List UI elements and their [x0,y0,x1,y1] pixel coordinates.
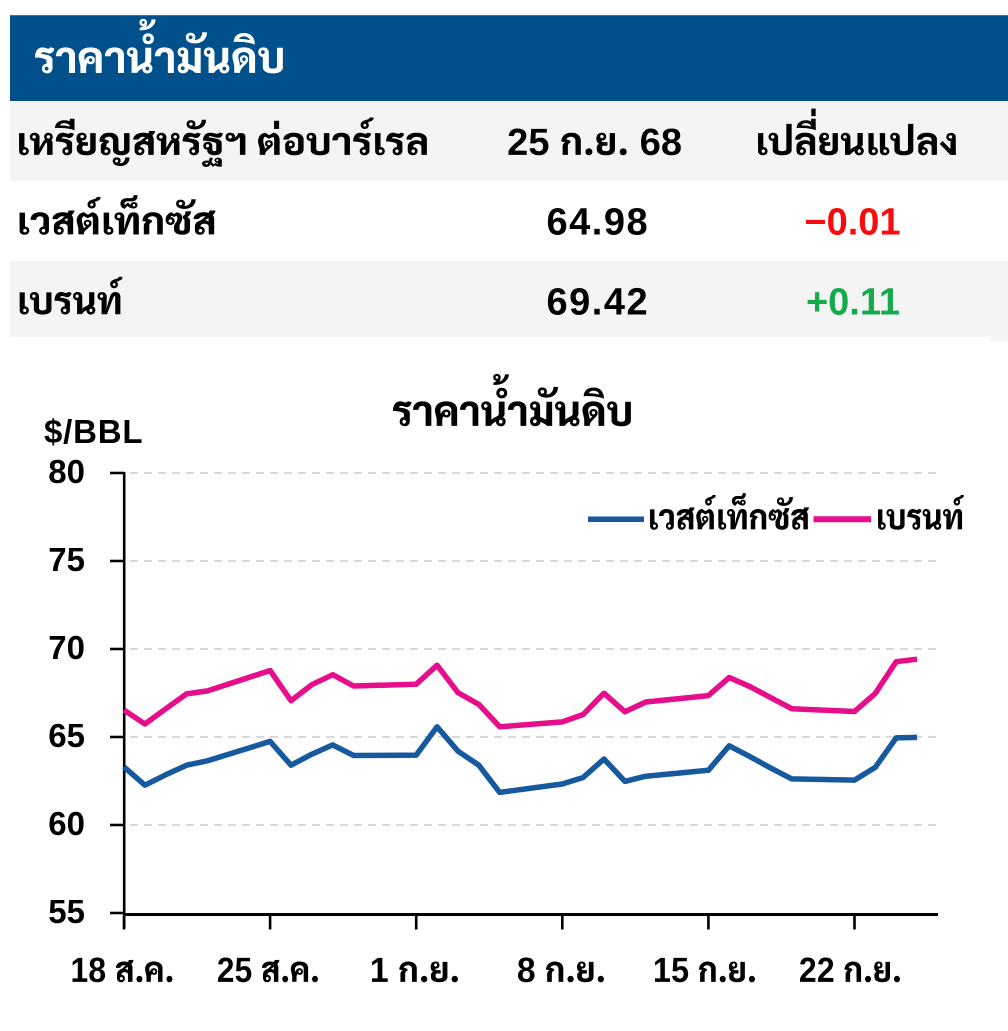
svg-text:75: 75 [48,541,85,578]
svg-text:+0.11: +0.11 [806,281,900,323]
svg-text:64.98: 64.98 [547,201,650,243]
svg-text:70: 70 [48,629,85,666]
svg-text:−0.01: −0.01 [804,201,900,243]
svg-text:65: 65 [48,717,85,754]
svg-text:55: 55 [48,893,85,930]
svg-text:80: 80 [48,453,85,490]
svg-text:69.42: 69.42 [547,281,650,323]
svg-text:60: 60 [48,805,85,842]
svg-text:$/BBL: $/BBL [44,413,143,450]
